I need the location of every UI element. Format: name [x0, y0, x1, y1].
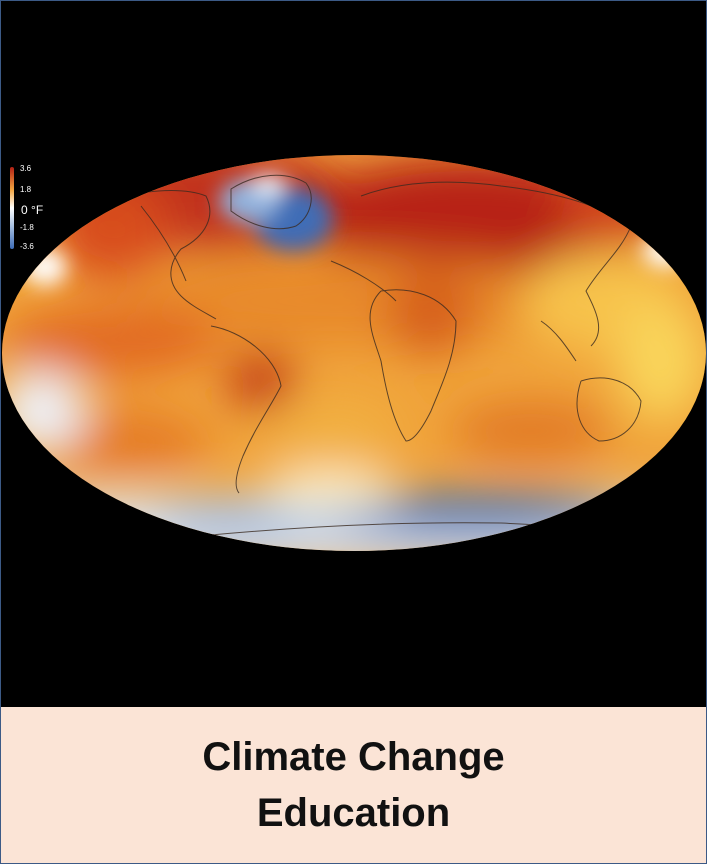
legend-tick-1-8: 1.8: [20, 185, 32, 194]
world-map-graphic: [2, 155, 706, 551]
temperature-anomaly-map: 3.6 1.8 0 °F -1.8 -3.6: [1, 1, 706, 706]
temperature-legend: 3.6 1.8 0 °F -1.8 -3.6: [7, 163, 51, 255]
caption-banner: Climate Change Education: [1, 707, 706, 863]
caption-title-line-2: Education: [256, 791, 451, 835]
legend-tick-3-6: 3.6: [20, 164, 32, 173]
legend-zero-value: 0: [21, 203, 28, 217]
legend-zero-label: 0 °F: [21, 204, 43, 216]
legend-tick-neg-3-6: -3.6: [20, 242, 34, 251]
legend-tick-neg-1-8: -1.8: [20, 223, 34, 232]
caption-title-line-1: Climate Change: [202, 735, 505, 779]
continent-outlines: [95, 174, 652, 542]
globe-heat-layer: [2, 155, 706, 551]
legend-unit: °F: [31, 203, 44, 217]
legend-color-bar: [10, 167, 14, 249]
